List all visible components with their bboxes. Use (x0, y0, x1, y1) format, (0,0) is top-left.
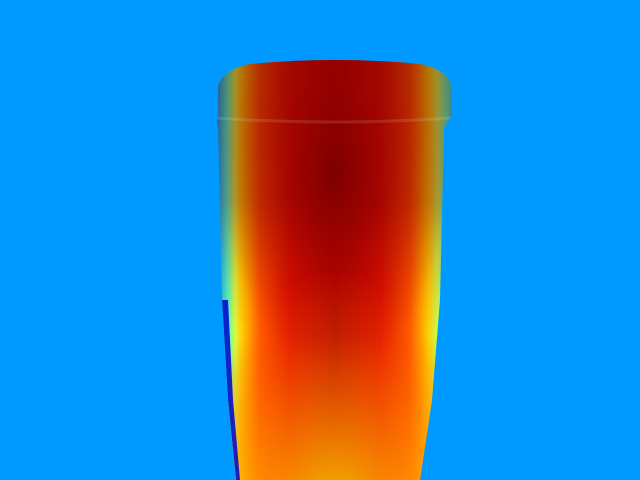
cup (217, 60, 452, 480)
